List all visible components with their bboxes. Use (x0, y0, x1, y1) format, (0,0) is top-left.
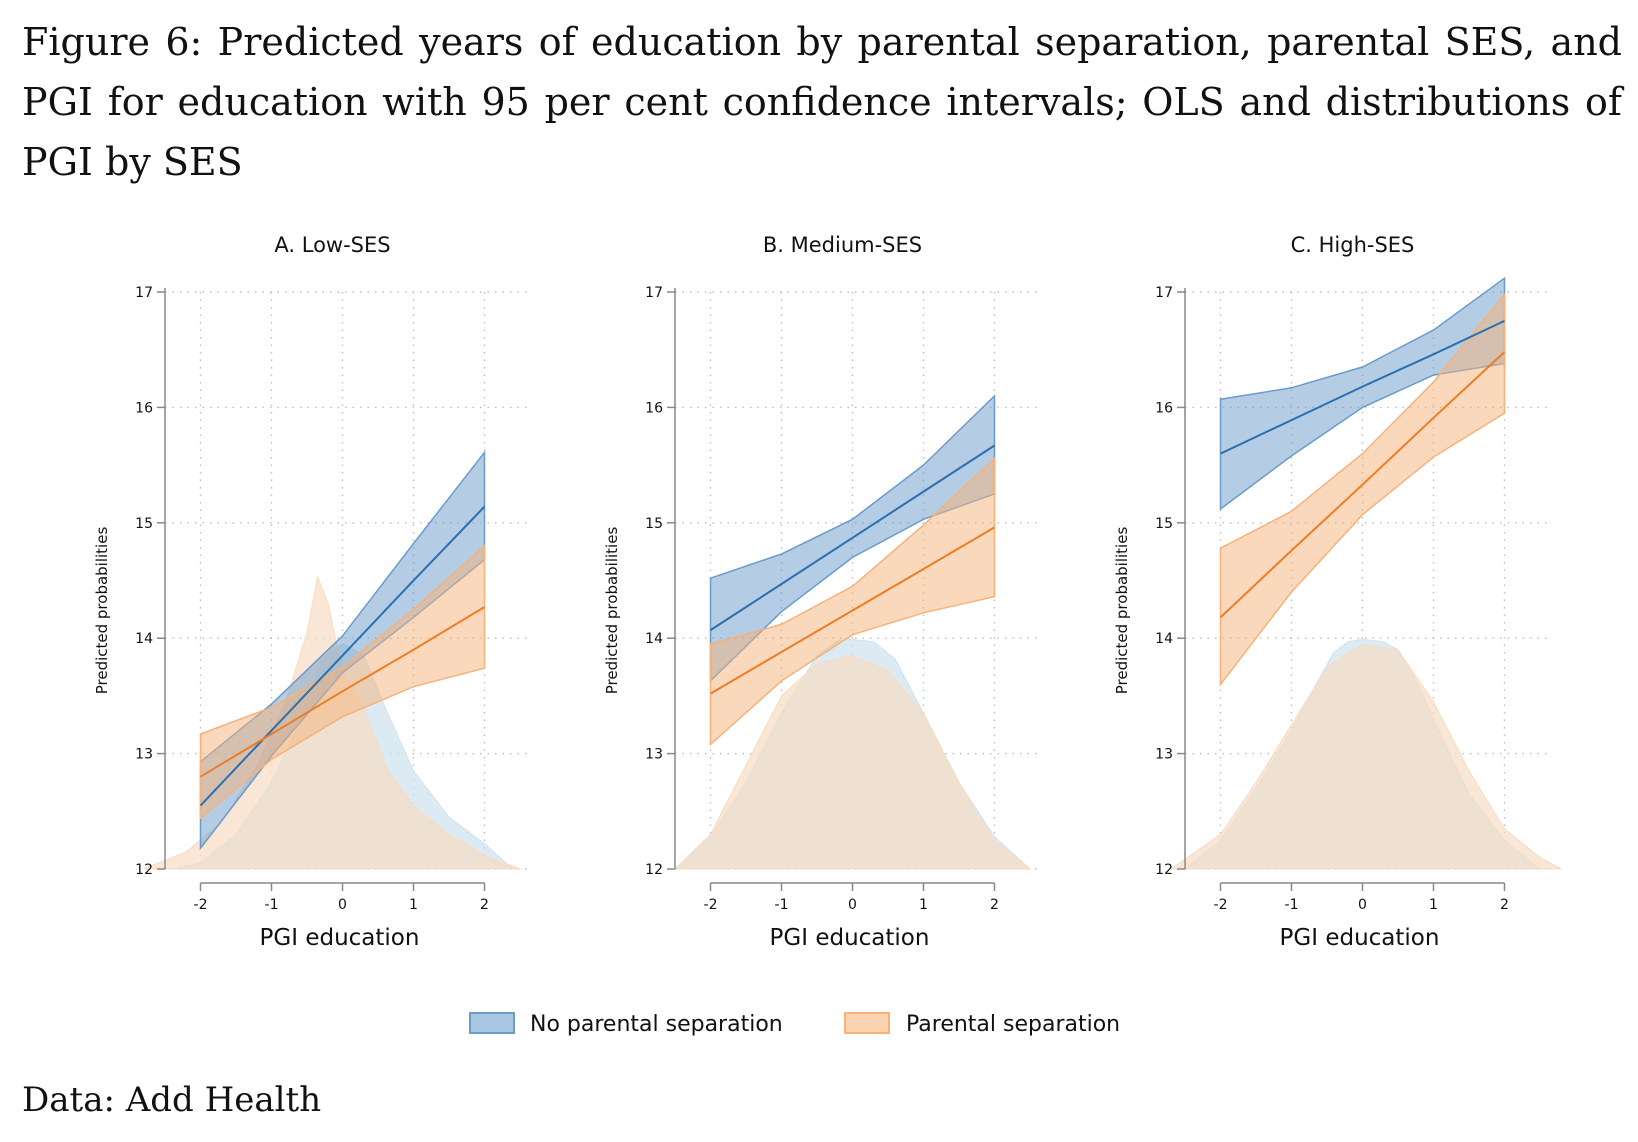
panel-title: B. Medium-SES (763, 233, 922, 257)
y-tick-label: 12 (135, 862, 153, 878)
ci-band-separation (1219, 292, 1506, 687)
line-no-separation (1220, 319, 1505, 455)
y-tick-label: 14 (1155, 631, 1173, 647)
line-separation (1219, 351, 1506, 619)
legend-label-separation: Parental separation (906, 1012, 1120, 1037)
x-tick-label: 0 (338, 897, 347, 913)
x-tick-label: 2 (990, 897, 999, 913)
y-tick-label: 16 (645, 400, 663, 416)
density-separation (673, 654, 1032, 870)
y-tick-label: 13 (1155, 747, 1173, 763)
y-tick-label: 14 (645, 631, 663, 647)
line-no-separation (199, 505, 486, 807)
line-separation (709, 526, 996, 695)
y-tick-label: 12 (1155, 862, 1173, 878)
legend-label-no-separation: No parental separation (530, 1012, 783, 1037)
y-tick-label: 17 (645, 285, 663, 301)
x-tick-label: 1 (919, 897, 928, 913)
y-tick-label: 15 (1155, 516, 1173, 532)
x-axis-label: PGI education (1280, 925, 1440, 951)
y-axis-label: Predicted probabilities (1113, 527, 1131, 695)
data-source-note: Data: Add Health (22, 1080, 322, 1120)
x-tick-label: 2 (480, 897, 489, 913)
x-tick-label: 2 (1500, 897, 1509, 913)
x-tick-label: -1 (265, 897, 279, 913)
y-tick-label: 17 (135, 285, 153, 301)
legend: No parental separation Parental separati… (469, 1012, 1120, 1037)
panel-title: A. Low-SES (274, 233, 390, 257)
line-separation (199, 606, 486, 778)
x-tick-label: -2 (194, 897, 208, 913)
y-tick-label: 17 (1155, 285, 1173, 301)
y-axis-label: Predicted probabilities (603, 527, 621, 695)
legend-swatch-separation (844, 1012, 890, 1034)
x-tick-label: 1 (1429, 897, 1438, 913)
y-tick-label: 12 (645, 862, 663, 878)
y-axis-label: Predicted probabilities (93, 527, 111, 695)
x-axis-label: PGI education (770, 925, 930, 951)
x-tick-label: 1 (409, 897, 418, 913)
x-tick-label: 0 (1358, 897, 1367, 913)
x-tick-label: -1 (775, 897, 789, 913)
figure-caption: Figure 6: Predicted years of education b… (22, 20, 1622, 184)
legend-swatch-no-separation (469, 1012, 515, 1034)
x-axis-label: PGI education (260, 925, 420, 951)
y-tick-label: 14 (135, 631, 153, 647)
y-tick-label: 16 (135, 400, 153, 416)
y-tick-label: 13 (135, 747, 153, 763)
panel-title: C. High-SES (1291, 233, 1415, 257)
density-separation (1169, 643, 1562, 870)
x-tick-label: -2 (1214, 897, 1228, 913)
y-tick-label: 15 (135, 516, 153, 532)
x-tick-label: -1 (1285, 897, 1299, 913)
x-tick-label: -2 (704, 897, 718, 913)
y-tick-label: 13 (645, 747, 663, 763)
line-no-separation (709, 444, 996, 631)
ci-band-separation (709, 456, 996, 747)
x-tick-label: 0 (848, 897, 857, 913)
y-tick-label: 16 (1155, 400, 1173, 416)
y-tick-label: 15 (645, 516, 663, 532)
